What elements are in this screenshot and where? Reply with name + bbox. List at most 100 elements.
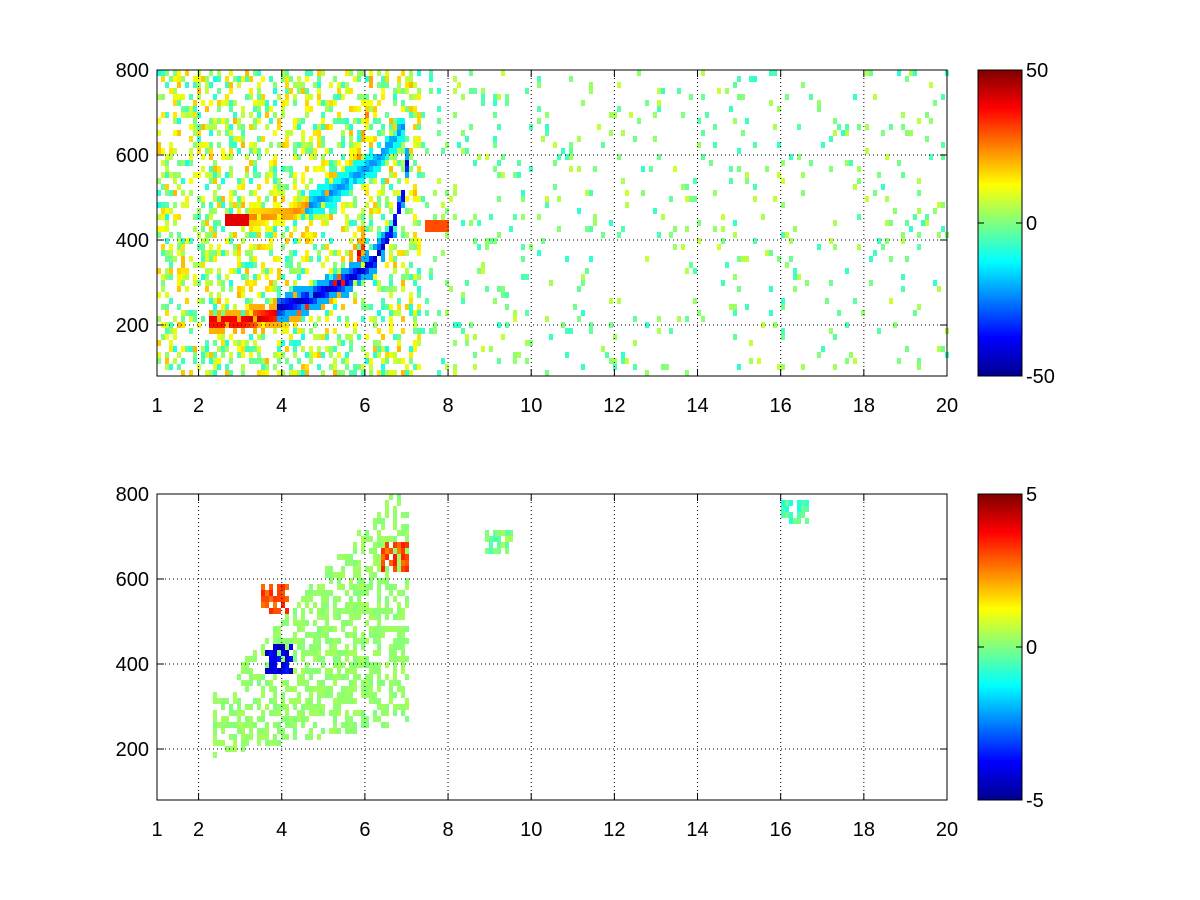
heatmap-cell xyxy=(753,76,757,82)
heatmap-cell xyxy=(281,274,285,280)
heatmap-cell xyxy=(797,500,801,506)
heatmap-cell xyxy=(241,112,245,118)
heatmap-cell xyxy=(245,680,249,686)
heatmap-cell xyxy=(333,298,337,304)
heatmap-cell xyxy=(337,178,341,184)
heatmap-cell xyxy=(941,346,945,352)
heatmap-cell xyxy=(273,280,277,286)
heatmap-cell xyxy=(253,674,257,680)
heatmap-cell xyxy=(309,316,313,322)
heatmap-cell xyxy=(205,76,209,82)
heatmap-cell xyxy=(305,352,309,358)
heatmap-cell xyxy=(737,166,741,172)
heatmap-cell xyxy=(313,710,317,716)
heatmap-cell xyxy=(353,650,357,656)
heatmap-cell xyxy=(301,172,305,178)
heatmap-cell xyxy=(473,352,477,358)
heatmap-cell xyxy=(321,590,325,596)
heatmap-cell xyxy=(589,322,593,328)
heatmap-cell xyxy=(361,244,365,250)
heatmap-cell xyxy=(401,704,405,710)
heatmap-cell xyxy=(177,244,181,250)
heatmap-cell xyxy=(237,196,241,202)
heatmap-cell xyxy=(781,232,785,238)
heatmap-cell xyxy=(385,674,389,680)
heatmap-cell xyxy=(397,160,401,166)
heatmap-cell xyxy=(445,142,449,148)
heatmap-cell xyxy=(249,256,253,262)
heatmap-cell xyxy=(625,190,629,196)
heatmap-cell xyxy=(165,250,169,256)
heatmap-cell xyxy=(233,304,237,310)
heatmap-cell xyxy=(497,160,501,166)
heatmap-cell xyxy=(441,148,445,154)
heatmap-cell xyxy=(473,238,477,244)
heatmap-cell xyxy=(241,740,245,746)
heatmap-cell xyxy=(345,590,349,596)
heatmap-cell xyxy=(397,142,401,148)
heatmap-cell xyxy=(305,76,309,82)
heatmap-cell xyxy=(437,220,441,226)
heatmap-cell xyxy=(317,644,321,650)
heatmap-cell xyxy=(293,304,297,310)
heatmap-cell xyxy=(393,244,397,250)
heatmap-cell xyxy=(345,70,349,76)
heatmap-cell xyxy=(609,358,613,364)
heatmap-cell xyxy=(645,256,649,262)
heatmap-cell xyxy=(413,244,417,250)
x-tick-label: 16 xyxy=(770,395,792,417)
heatmap-cell xyxy=(489,238,493,244)
heatmap-cell xyxy=(193,310,197,316)
heatmap-cell xyxy=(353,686,357,692)
heatmap-cell xyxy=(381,82,385,88)
heatmap-cell xyxy=(221,196,225,202)
heatmap-cell xyxy=(841,130,845,136)
heatmap-cell xyxy=(377,650,381,656)
heatmap-cell xyxy=(317,650,321,656)
heatmap-cell xyxy=(309,232,313,238)
heatmap-cell xyxy=(301,148,305,154)
heatmap-cell xyxy=(281,244,285,250)
heatmap-cell xyxy=(461,220,465,226)
heatmap-cell xyxy=(501,154,505,160)
heatmap-cell xyxy=(229,746,233,752)
heatmap-cell xyxy=(341,584,345,590)
heatmap-cell xyxy=(229,202,233,208)
heatmap-cell xyxy=(329,190,333,196)
heatmap-cell xyxy=(405,554,409,560)
heatmap-cell xyxy=(381,154,385,160)
heatmap-cell xyxy=(705,112,709,118)
heatmap-cell xyxy=(441,226,445,232)
heatmap-cell xyxy=(245,346,249,352)
heatmap-cell xyxy=(493,298,497,304)
heatmap-cell xyxy=(165,352,169,358)
heatmap-cell xyxy=(253,166,257,172)
heatmap-cell xyxy=(409,148,413,154)
heatmap-cell xyxy=(309,256,313,262)
heatmap-cell xyxy=(289,268,293,274)
heatmap-cell xyxy=(389,244,393,250)
heatmap-cell xyxy=(349,190,353,196)
heatmap-cell xyxy=(701,70,705,76)
heatmap-cell xyxy=(209,226,213,232)
heatmap-cell xyxy=(261,322,265,328)
heatmap-cell xyxy=(325,172,329,178)
heatmap-cell xyxy=(165,214,169,220)
heatmap-cell xyxy=(241,316,245,322)
heatmap-cell xyxy=(389,644,393,650)
heatmap-cell xyxy=(341,722,345,728)
heatmap-cell xyxy=(397,566,401,572)
heatmap-cell xyxy=(281,214,285,220)
heatmap-cell xyxy=(489,346,493,352)
heatmap-cell xyxy=(401,566,405,572)
heatmap-cell xyxy=(405,304,409,310)
heatmap-cell xyxy=(277,94,281,100)
heatmap-cell xyxy=(409,166,413,172)
heatmap-cell xyxy=(281,650,285,656)
heatmap-cell xyxy=(241,130,245,136)
heatmap-cell xyxy=(157,70,161,76)
heatmap-cell xyxy=(261,650,265,656)
heatmap-cell xyxy=(765,250,769,256)
heatmap-cell xyxy=(369,686,373,692)
heatmap-cell xyxy=(377,674,381,680)
